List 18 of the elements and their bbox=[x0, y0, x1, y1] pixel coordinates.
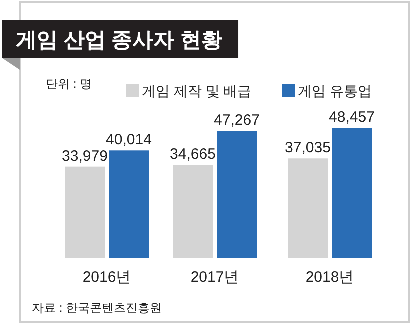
x-tick-label: 2018년 bbox=[306, 269, 354, 286]
x-tick-label: 2017년 bbox=[190, 269, 240, 286]
legend-label: 게임 제작 및 배급 bbox=[142, 83, 252, 99]
legend-label: 게임 유통업 bbox=[298, 83, 372, 99]
x-tick-label: 2016년 bbox=[82, 269, 132, 286]
bar bbox=[65, 166, 105, 258]
bar bbox=[288, 158, 328, 258]
data-label: 37,035 bbox=[285, 140, 331, 157]
text: 단위 : 명 bbox=[46, 77, 92, 91]
data-label: 47,267 bbox=[214, 112, 260, 130]
text: 자료 : 한국콘텐츠진흥원 bbox=[32, 301, 162, 315]
data-label: 34,665 bbox=[170, 146, 216, 163]
bar bbox=[109, 150, 149, 258]
data-label: 48,457 bbox=[329, 109, 375, 126]
data-label: 40,014 bbox=[106, 132, 152, 149]
bar bbox=[332, 128, 372, 258]
data-label: 33,979 bbox=[62, 148, 108, 165]
chart-title: 게임 산업 종사자 현황 bbox=[16, 29, 223, 52]
